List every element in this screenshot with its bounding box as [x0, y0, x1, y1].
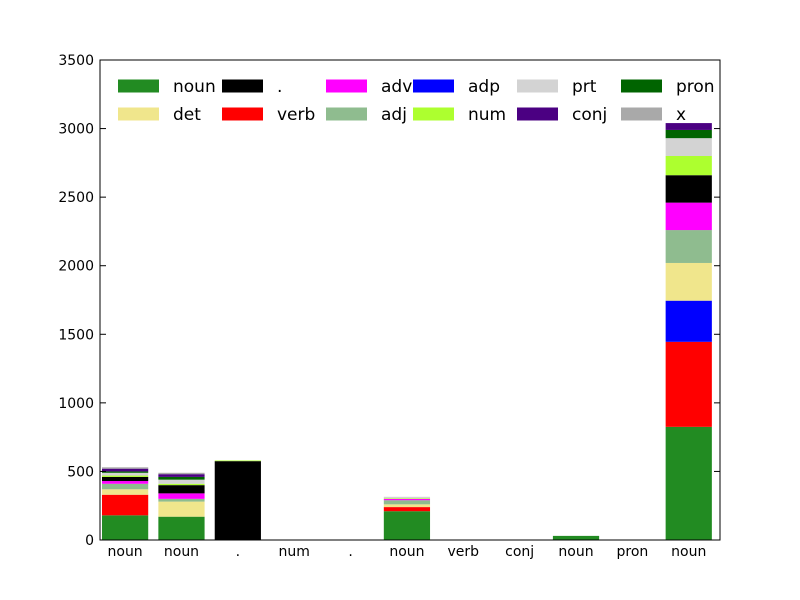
bar-segment [102, 471, 149, 473]
bar-segment [102, 468, 149, 472]
bar-segment [214, 461, 261, 540]
legend-swatch [413, 79, 454, 93]
legend-label: . [277, 77, 282, 97]
bar-segment [158, 472, 205, 475]
bar-segment [102, 489, 149, 495]
bar-segment [665, 426, 712, 540]
bar-segment [665, 230, 712, 263]
legend-swatch [621, 79, 662, 93]
legend-swatch [118, 79, 159, 93]
legend-label: pron [676, 77, 715, 97]
bar-segment [383, 511, 431, 540]
bar-segment [214, 460, 261, 462]
bar-segment [102, 475, 149, 477]
bar-segment [383, 504, 431, 508]
legend-label: verb [277, 105, 315, 125]
legend-swatch [413, 107, 454, 121]
x-tick-label: . [348, 544, 352, 560]
legend-swatch [222, 79, 263, 93]
y-tick-label: 2500 [58, 190, 94, 206]
x-tick-label: . [236, 544, 240, 560]
x-tick-label: noun [558, 544, 593, 560]
bar-segment [383, 500, 431, 505]
legend-swatch [118, 107, 159, 121]
legend-label: num [468, 105, 506, 125]
bar-segment [552, 535, 600, 540]
legend-swatch [326, 79, 367, 93]
y-tick-label: 1500 [58, 327, 94, 343]
bar-segment [102, 476, 149, 482]
legend-label: adj [381, 105, 407, 125]
bar-segment [665, 129, 712, 139]
bar-segment [158, 485, 205, 494]
bar-segment [158, 498, 205, 502]
y-tick-label: 3000 [58, 122, 94, 138]
legend-swatch [517, 107, 558, 121]
bar-segment [665, 175, 712, 203]
bar-segment [665, 341, 712, 427]
x-axis: noun noun. num. noun verb conj noun pron noun [108, 544, 707, 560]
bar-segment [665, 138, 712, 156]
y-tick-label: 2000 [58, 259, 94, 275]
legend-label: x [676, 105, 686, 125]
bar-group [102, 123, 712, 540]
legend-swatch [621, 107, 662, 121]
legend-swatch [326, 107, 367, 121]
y-tick-label: 500 [67, 464, 94, 480]
legend-label: adv [381, 77, 412, 97]
bar-segment [158, 476, 205, 480]
bar-segment [158, 493, 205, 499]
x-tick-label: verb [448, 544, 480, 560]
bar-segment [158, 479, 205, 484]
x-tick-label: pron [616, 544, 648, 560]
bar-segment [665, 300, 712, 342]
bar-segment [102, 483, 149, 490]
bar-segment [383, 496, 431, 499]
legend-label: prt [572, 77, 597, 97]
legend-label: conj [572, 105, 607, 125]
y-tick-label: 3500 [58, 53, 94, 69]
bar-segment [383, 498, 431, 499]
legend: noun det. verb adv adj adp num prt conj pron x [118, 77, 715, 125]
bar-segment [665, 156, 712, 176]
bar-segment [158, 474, 205, 477]
x-tick-label: noun [671, 544, 706, 560]
bar-segment [665, 123, 712, 130]
bar-segment [102, 481, 149, 484]
bar-segment [665, 202, 712, 231]
bar-segment [158, 483, 205, 486]
plot-frame [99, 59, 721, 541]
x-tick-label: num [279, 544, 310, 560]
bar-segment [102, 515, 149, 540]
legend-swatch [517, 79, 558, 93]
y-tick-label: 1000 [58, 396, 94, 412]
x-tick-label: noun [164, 544, 199, 560]
bar-segment [158, 516, 205, 540]
legend-swatch [222, 107, 263, 121]
bar-segment [383, 498, 431, 501]
legend-label: noun [173, 77, 216, 97]
y-axis: 0 500 1000 1500 2000 2500 3000 3500 [58, 53, 720, 549]
bar-segment [102, 494, 149, 516]
bar-segment [158, 501, 205, 517]
bar-segment [102, 472, 149, 476]
bar-segment [665, 262, 712, 301]
bar-segment [383, 507, 431, 512]
x-tick-label: conj [505, 544, 534, 560]
x-tick-label: noun [389, 544, 424, 560]
y-tick-label: 0 [85, 533, 94, 549]
x-tick-label: noun [108, 544, 143, 560]
legend-label: det [173, 105, 201, 125]
bar-segment [102, 467, 149, 469]
legend-label: adp [468, 77, 500, 97]
